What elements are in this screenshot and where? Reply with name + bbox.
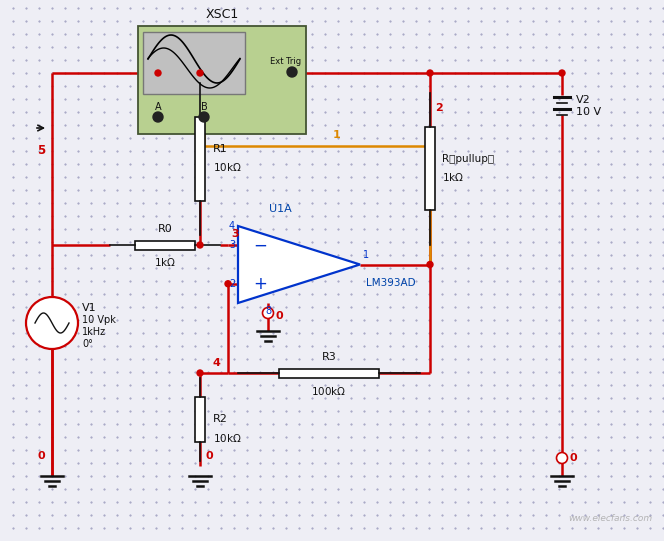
- Text: R2: R2: [213, 414, 228, 425]
- Text: 8: 8: [265, 306, 271, 316]
- Text: R0: R0: [157, 224, 173, 234]
- Text: V1: V1: [82, 303, 97, 313]
- Circle shape: [155, 70, 161, 76]
- Text: 0: 0: [37, 451, 45, 461]
- Text: 100k$\Omega$: 100k$\Omega$: [311, 385, 347, 397]
- Text: 5: 5: [37, 144, 45, 157]
- Text: −: −: [253, 236, 267, 254]
- Circle shape: [427, 261, 433, 267]
- Circle shape: [197, 370, 203, 376]
- Text: 0: 0: [570, 453, 578, 463]
- Bar: [135, 241, 195, 249]
- Text: LM393AD: LM393AD: [366, 278, 416, 287]
- Text: 10 V: 10 V: [576, 107, 601, 117]
- Text: R1: R1: [213, 144, 228, 154]
- Text: 1kHz: 1kHz: [82, 327, 106, 337]
- Text: 2: 2: [435, 103, 443, 113]
- Text: 0: 0: [276, 311, 284, 321]
- Circle shape: [197, 242, 203, 248]
- Text: 0: 0: [205, 451, 212, 461]
- Text: R（pullup）: R（pullup）: [442, 154, 494, 164]
- Circle shape: [153, 112, 163, 122]
- Circle shape: [556, 452, 568, 464]
- Text: 2: 2: [229, 279, 235, 289]
- FancyBboxPatch shape: [138, 26, 306, 134]
- Text: 3: 3: [231, 229, 238, 239]
- Circle shape: [197, 70, 203, 76]
- Text: A: A: [155, 102, 161, 112]
- Text: R3: R3: [321, 352, 337, 362]
- Bar: [195, 117, 205, 201]
- Text: V2: V2: [576, 95, 591, 105]
- Text: 10k$\Omega$: 10k$\Omega$: [213, 161, 242, 173]
- Circle shape: [559, 70, 565, 76]
- Text: 1: 1: [363, 249, 369, 260]
- Bar: [195, 397, 205, 443]
- Text: 1k$\Omega$: 1k$\Omega$: [442, 171, 464, 183]
- Text: XSC1: XSC1: [205, 8, 238, 21]
- Text: www.elecfans.com: www.elecfans.com: [568, 514, 652, 523]
- Circle shape: [225, 281, 231, 287]
- Polygon shape: [238, 226, 360, 303]
- Text: Ext Trig: Ext Trig: [270, 57, 301, 67]
- Text: 0°: 0°: [82, 339, 93, 349]
- Text: 10k$\Omega$: 10k$\Omega$: [213, 432, 242, 444]
- Text: 1: 1: [333, 130, 341, 140]
- Text: +: +: [253, 275, 267, 293]
- Circle shape: [199, 112, 209, 122]
- Text: 3: 3: [229, 240, 235, 250]
- Bar: [279, 368, 379, 378]
- Text: 4: 4: [229, 221, 235, 231]
- Circle shape: [427, 70, 433, 76]
- Circle shape: [262, 307, 274, 319]
- Text: B: B: [201, 102, 207, 112]
- Text: 4: 4: [212, 358, 220, 368]
- Text: 1k$\Omega$: 1k$\Omega$: [154, 256, 176, 268]
- Circle shape: [287, 67, 297, 77]
- Bar: [425, 127, 435, 210]
- Text: U1A: U1A: [269, 204, 291, 214]
- Text: 10 Vpk: 10 Vpk: [82, 315, 116, 325]
- Circle shape: [26, 297, 78, 349]
- Bar: [143, 32, 245, 94]
